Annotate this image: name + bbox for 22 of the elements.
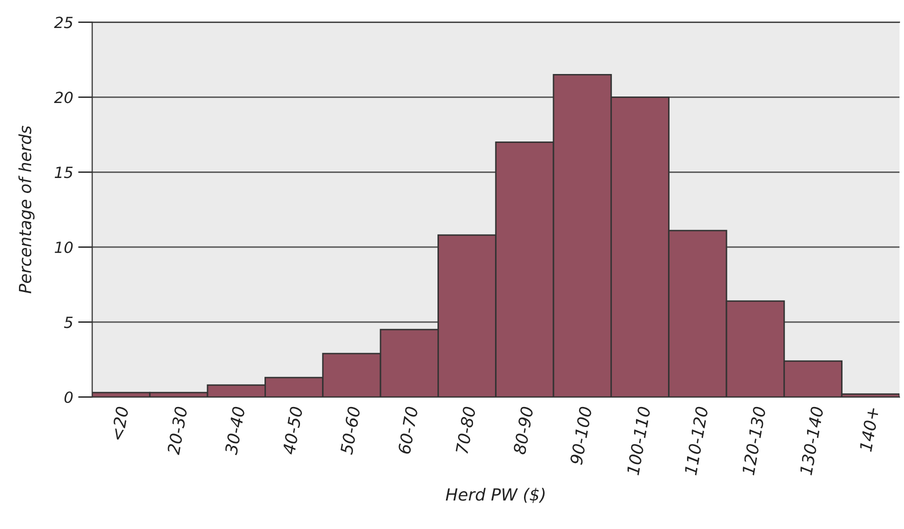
x-tick-label: 130-140 <box>799 406 824 476</box>
y-tick-label: 0 <box>64 391 73 404</box>
x-tick-label: 80-90 <box>512 406 534 455</box>
x-tick-label: 120-130 <box>742 406 766 476</box>
x-tick-label: 90-100 <box>570 406 592 466</box>
x-tick-label: 140+ <box>859 407 880 452</box>
x-tick-label: 30-40 <box>224 406 246 456</box>
y-tick-label: 5 <box>64 316 73 328</box>
x-tick-label: 100-110 <box>626 406 651 476</box>
x-tick-label: <20 <box>110 406 129 440</box>
y-tick-label: 15 <box>54 166 73 178</box>
x-tick-label: 40-50 <box>282 406 303 455</box>
y-tick-label: 10 <box>54 242 73 254</box>
x-tick-label: 20-30 <box>166 406 188 456</box>
y-axis-title: Percentage of herds <box>18 126 35 294</box>
x-tick-label: 60-70 <box>398 406 418 454</box>
y-tick-label: 20 <box>54 92 73 104</box>
x-tick-label: 110-120 <box>684 406 708 476</box>
x-tick-label: 70-80 <box>455 406 476 454</box>
x-tick-label: 50-60 <box>340 406 361 455</box>
x-axis-title: Herd PW ($) <box>446 488 545 503</box>
y-tick-label: 25 <box>54 16 73 28</box>
